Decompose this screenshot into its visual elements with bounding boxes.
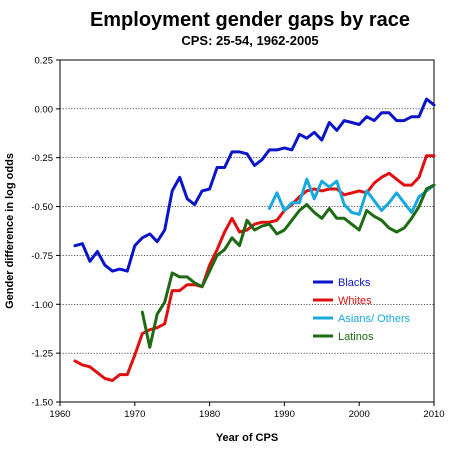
series-line-blacks [73, 97, 436, 273]
x-tick-label: 2000 [349, 409, 370, 420]
chart-title: Employment gender gaps by race [90, 9, 410, 31]
y-tick-label: -0.25 [31, 153, 53, 164]
x-tick-label: 2010 [423, 409, 444, 420]
series-line-whites [73, 154, 436, 382]
y-tick-label: -1.25 [31, 349, 53, 360]
x-tick-label: 1980 [199, 409, 220, 420]
series-line-latinos [140, 183, 436, 349]
axis-ticks: 0.250.00-0.25-0.50-0.75-1.00-1.25-1.5019… [31, 56, 444, 421]
x-axis-label: Year of CPS [216, 432, 278, 444]
y-tick-label: -0.75 [31, 251, 53, 262]
y-tick-label: 0.25 [35, 56, 54, 67]
x-tick-label: 1970 [124, 409, 145, 420]
x-tick-label: 1960 [49, 409, 70, 420]
legend-label-whites: Whites [338, 295, 372, 307]
legend-label-latinos: Latinos [338, 331, 374, 343]
x-tick-label: 1990 [274, 409, 295, 420]
plot-area [59, 59, 435, 403]
chart-subtitle: CPS: 25-54, 1962-2005 [181, 33, 318, 48]
y-tick-label: -1.50 [31, 398, 53, 409]
y-tick-label: -1.00 [31, 300, 53, 311]
y-tick-label: -0.50 [31, 202, 53, 213]
legend-label-asians-others: Asians/ Others [338, 313, 411, 325]
y-axis-label: Gender difference in log odds [4, 153, 16, 309]
series-lines [73, 97, 436, 382]
gridlines [60, 108, 434, 354]
legend-label-blacks: Blacks [338, 277, 371, 289]
series-line-asians-others [267, 177, 436, 216]
legend: Blacks Whites Asians/ Others Latinos [313, 277, 411, 343]
y-tick-label: 0.00 [35, 104, 54, 115]
